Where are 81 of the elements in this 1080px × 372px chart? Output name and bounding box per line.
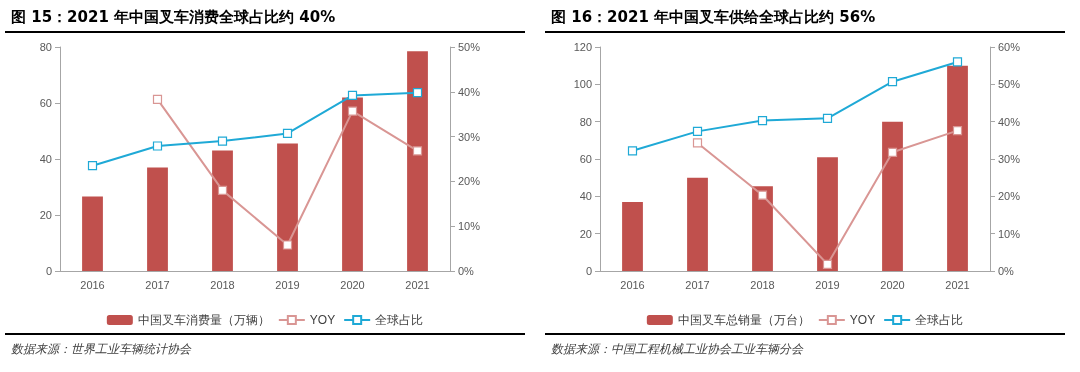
- bar: [147, 167, 168, 271]
- y2-tick-label: 50%: [458, 41, 481, 53]
- point: [822, 259, 833, 269]
- bar: [947, 65, 968, 271]
- bar: [212, 150, 233, 271]
- point: [627, 146, 638, 156]
- x-tick-label: 2020: [880, 278, 905, 291]
- point: [217, 136, 228, 146]
- y2-tick-label: 50%: [998, 78, 1021, 91]
- point: [282, 128, 293, 139]
- y-tick-label: 40: [39, 153, 52, 165]
- chart-title: 图 15：2021 年中国叉车消费全球占比约 40%: [5, 0, 525, 33]
- point: [887, 147, 898, 157]
- point: [152, 94, 163, 105]
- legend-label: YOY: [309, 313, 336, 327]
- legend-label: 全球占比: [915, 313, 964, 327]
- x-tick-label: 2019: [275, 278, 300, 291]
- legend-label: YOY: [849, 313, 876, 327]
- source-note: 数据来源：世界工业车辆统计协会: [11, 341, 193, 358]
- point: [347, 106, 358, 116]
- source-note: 数据来源：中国工程机械工业协会工业车辆分会: [551, 341, 805, 358]
- y-tick-label: 20: [579, 227, 592, 240]
- bar: [752, 186, 773, 271]
- x-tick-label: 2018: [210, 278, 235, 291]
- x-tick-label: 2018: [750, 278, 775, 291]
- bar: [407, 51, 428, 271]
- y2-tick-label: 60%: [998, 41, 1021, 53]
- x-tick-label: 2017: [145, 278, 170, 291]
- point: [952, 57, 963, 67]
- y-tick-label: 0: [585, 265, 592, 277]
- y2-tick-label: 40%: [458, 85, 481, 98]
- y2-tick-label: 10%: [998, 227, 1021, 240]
- y-tick-label: 80: [579, 115, 592, 128]
- point: [692, 138, 703, 148]
- x-tick-label: 2021: [405, 278, 430, 291]
- legend-label: 中国叉车总销量（万台）: [677, 313, 810, 327]
- point: [822, 113, 833, 123]
- y2-tick-label: 20%: [998, 190, 1021, 203]
- point: [412, 146, 423, 156]
- y-tick-label: 120: [573, 41, 592, 53]
- point: [87, 161, 98, 171]
- x-tick-label: 2020: [340, 278, 365, 291]
- point: [282, 240, 293, 250]
- y-tick-label: 100: [573, 78, 592, 91]
- y2-tick-label: 20%: [458, 175, 481, 188]
- point: [412, 88, 423, 98]
- bar: [82, 196, 103, 271]
- x-tick-label: 2016: [80, 278, 105, 291]
- bar: [882, 121, 903, 271]
- y2-tick-label: 30%: [458, 130, 481, 143]
- legend-label: 全球占比: [375, 313, 424, 327]
- point: [952, 126, 963, 136]
- point: [217, 185, 228, 195]
- bar: [817, 157, 838, 271]
- bar: [622, 201, 643, 271]
- y-tick-label: 60: [39, 97, 52, 109]
- point: [347, 90, 358, 100]
- y2-tick-label: 0%: [998, 265, 1015, 277]
- y2-tick-label: 30%: [998, 153, 1021, 165]
- y-tick-label: 40: [579, 190, 592, 203]
- point: [887, 77, 898, 87]
- point: [692, 126, 703, 136]
- point: [757, 115, 768, 126]
- chart-title: 图 16：2021 年中国叉车供给全球占比约 56%: [545, 0, 1065, 33]
- y-tick-label: 20: [39, 209, 52, 221]
- y-tick-label: 60: [579, 153, 592, 165]
- point: [152, 141, 163, 151]
- y2-tick-label: 40%: [998, 115, 1021, 128]
- x-tick-label: 2016: [620, 278, 645, 291]
- y-tick-label: 0: [45, 265, 52, 277]
- bar: [277, 143, 298, 271]
- bar: [687, 177, 708, 271]
- x-tick-label: 2021: [945, 278, 970, 291]
- point: [757, 190, 768, 200]
- bar: [342, 97, 363, 271]
- x-tick-label: 2017: [685, 278, 710, 291]
- x-tick-label: 2019: [815, 278, 840, 291]
- y2-tick-label: 0%: [458, 265, 475, 277]
- legend-label: 中国叉车消费量（万辆）: [137, 313, 270, 327]
- y2-tick-label: 10%: [458, 220, 481, 233]
- y-tick-label: 80: [39, 41, 52, 53]
